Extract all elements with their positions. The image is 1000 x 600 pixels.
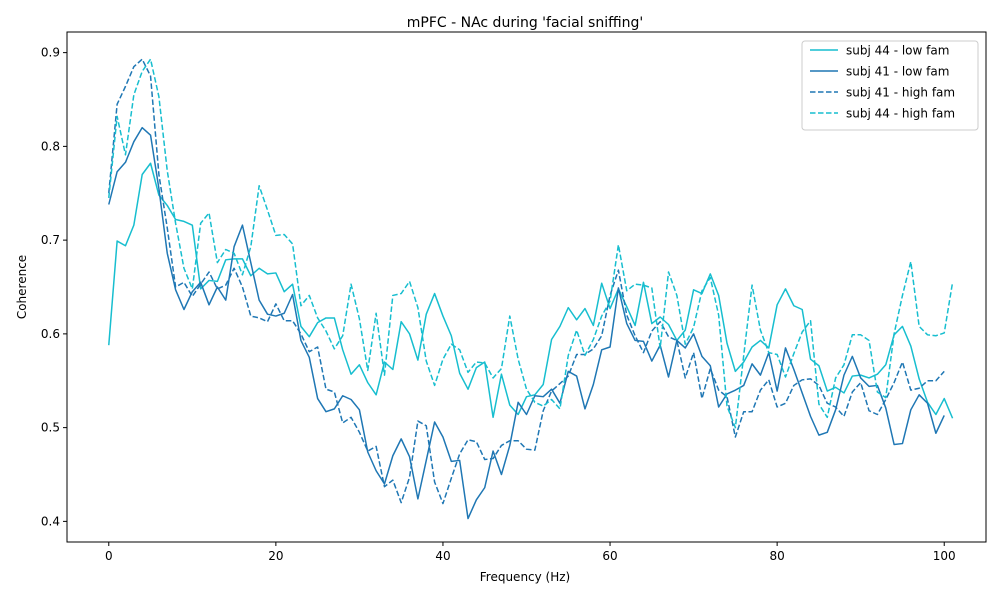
y-tick-label: 0.6 <box>41 327 60 341</box>
y-tick-label: 0.4 <box>41 514 60 528</box>
series-lines <box>108 58 954 520</box>
series-line-subj-41-high-fam <box>108 58 945 505</box>
y-axis-ticks: 0.4 0.5 0.6 0.7 0.8 0.9 <box>41 46 67 528</box>
legend-label: subj 44 - high fam <box>846 107 955 121</box>
x-tick-label: 100 <box>933 549 956 563</box>
x-axis-ticks: 0 20 40 60 80 100 <box>105 542 956 563</box>
series-line-subj-41-low-fam <box>108 126 945 520</box>
x-tick-label: 0 <box>105 549 113 563</box>
x-tick-label: 20 <box>268 549 283 563</box>
y-tick-label: 0.5 <box>41 421 60 435</box>
series-line-subj-44-low-fam <box>108 162 954 419</box>
legend: subj 44 - low fam subj 41 - low fam subj 4… <box>801 40 979 131</box>
legend-entries: subj 44 - low fam subj 41 - low fam subj 4… <box>810 44 955 121</box>
series-line-subj-44-high-fam <box>108 58 954 429</box>
y-tick-label: 0.9 <box>41 46 60 60</box>
x-tick-label: 40 <box>435 549 450 563</box>
legend-label: subj 44 - low fam <box>846 44 949 58</box>
x-tick-label: 80 <box>769 549 784 563</box>
chart-title: mPFC - NAc during 'facial sniffing' <box>407 15 644 31</box>
x-tick-label: 60 <box>602 549 617 563</box>
plot-area-frame <box>66 31 987 543</box>
legend-label: subj 41 - high fam <box>846 86 955 100</box>
legend-label: subj 41 - low fam <box>846 65 949 79</box>
x-axis-label: Frequency (Hz) <box>480 570 571 584</box>
y-tick-label: 0.8 <box>41 139 60 153</box>
y-tick-label: 0.7 <box>41 233 60 247</box>
legend-box <box>801 40 979 131</box>
y-axis-label: Coherence <box>15 255 29 319</box>
